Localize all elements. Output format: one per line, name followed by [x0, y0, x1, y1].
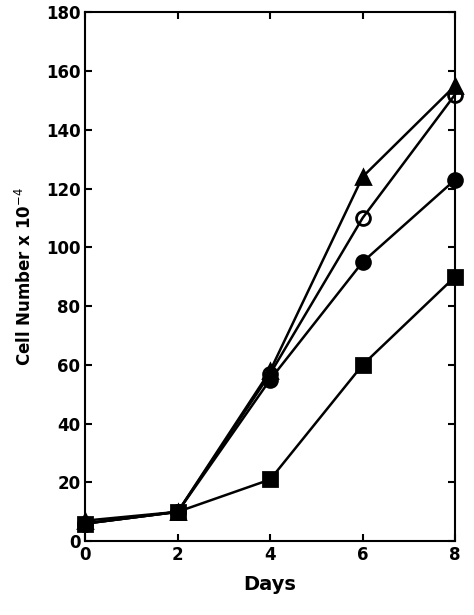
X-axis label: Days: Days [244, 575, 297, 594]
Y-axis label: Cell Number x 10$^{-4}$: Cell Number x 10$^{-4}$ [15, 187, 35, 367]
